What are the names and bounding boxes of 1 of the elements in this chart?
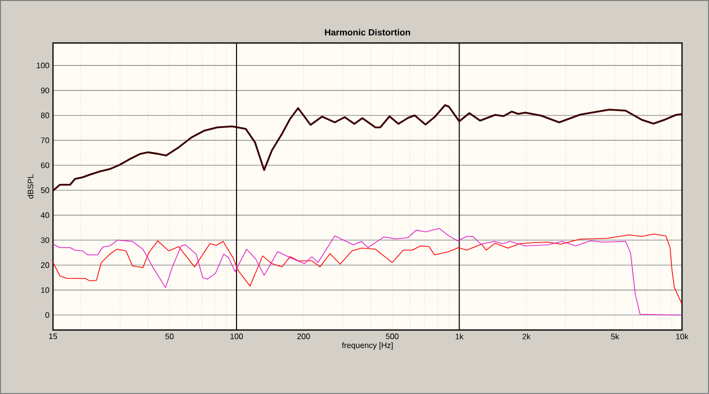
chart-title: Harmonic Distortion [325,28,410,36]
